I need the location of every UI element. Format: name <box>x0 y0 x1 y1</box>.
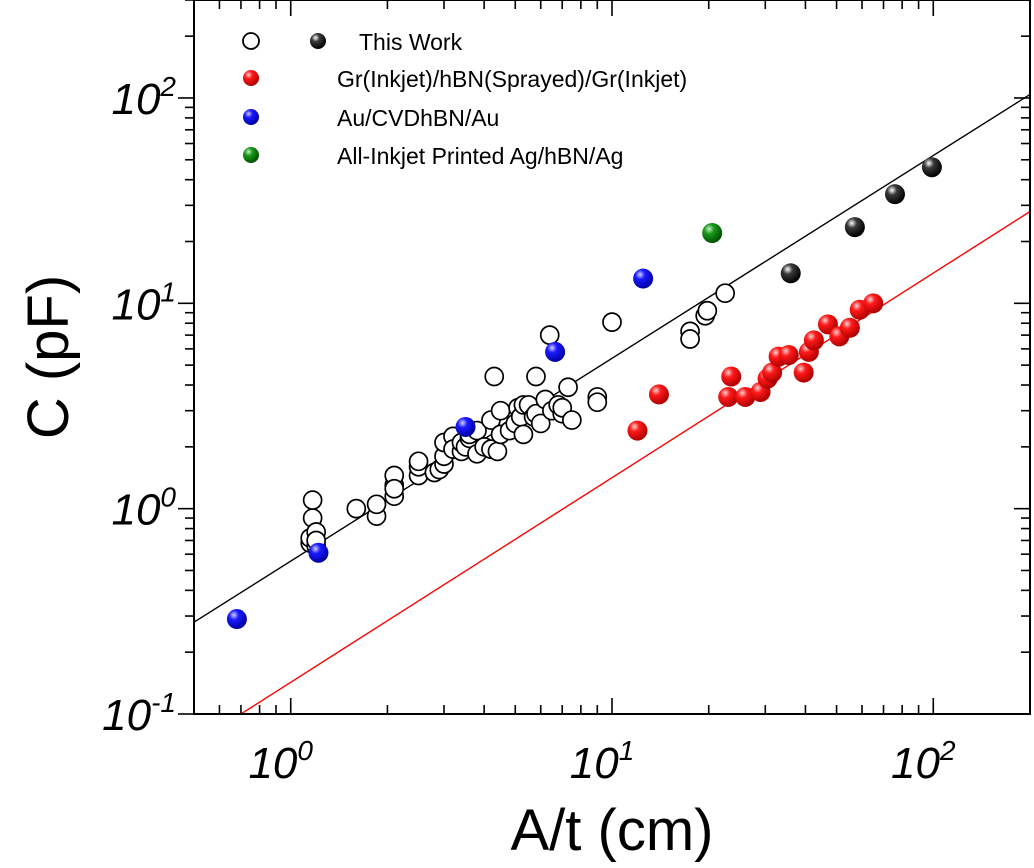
data-point-s1-3 <box>921 157 942 178</box>
data-point-s0-64 <box>715 283 736 304</box>
legend-label-this-work: This Work <box>359 29 463 55</box>
data-point-s2-17 <box>863 293 884 314</box>
data-point-s0-3 <box>302 490 323 511</box>
y-tick-label-0.1: 10-1 <box>102 687 176 740</box>
data-point-s2-0 <box>627 420 648 441</box>
fit-line-0 <box>194 93 1030 623</box>
data-point-s0-42 <box>513 424 534 445</box>
data-point-s3-0 <box>226 609 247 630</box>
tick-labels: 100 101 102 10-1 100 101 102 <box>102 71 956 788</box>
data-point-s0-50 <box>539 325 560 345</box>
legend-label-au-cvd: Au/CVDhBN/Au <box>337 105 499 131</box>
data-points <box>226 157 942 630</box>
x-axis-label: A/t (cm) <box>511 798 714 863</box>
plot-frame <box>193 0 1031 715</box>
data-point-s0-61 <box>680 329 700 349</box>
data-point-s2-3 <box>721 366 742 387</box>
data-point-s0-9 <box>366 494 387 515</box>
fit-lines <box>194 93 1030 714</box>
data-point-s0-16 <box>408 451 429 472</box>
x-tick-label-1: 100 <box>248 735 313 788</box>
data-point-s0-46 <box>526 366 546 387</box>
legend-marker-this-work-filled <box>310 33 326 49</box>
y-tick-label-100: 102 <box>111 71 176 124</box>
data-point-s0-59 <box>602 312 622 332</box>
data-point-s0-55 <box>558 377 578 398</box>
data-point-s0-56 <box>562 410 582 430</box>
legend-label-gr-inkjet: Gr(Inkjet)/hBN(Sprayed)/Gr(Inkjet) <box>337 66 687 92</box>
legend-marker-this-work-open <box>242 32 260 50</box>
legend: This Work Gr(Inkjet)/hBN(Sprayed)/Gr(Ink… <box>242 29 687 169</box>
data-point-s1-2 <box>884 184 905 205</box>
y-axis-label: C (pF) <box>16 275 81 439</box>
x-tick-label-10: 101 <box>570 735 635 788</box>
data-point-s2-10 <box>793 362 814 383</box>
data-point-s3-3 <box>545 341 566 362</box>
y-tick-label-1: 100 <box>111 482 176 535</box>
data-point-s0-48 <box>530 413 551 434</box>
data-point-s1-0 <box>780 263 801 284</box>
y-tick-label-10: 101 <box>111 276 176 329</box>
data-point-s3-2 <box>455 416 476 437</box>
data-point-s0-37 <box>490 400 511 421</box>
data-point-s0-7 <box>346 498 367 519</box>
data-point-s3-4 <box>633 268 654 289</box>
data-point-s2-15 <box>839 317 860 338</box>
data-point-s2-1 <box>648 384 669 405</box>
data-point-s0-13 <box>384 478 405 499</box>
data-point-s2-9 <box>778 345 799 366</box>
data-point-s3-1 <box>308 542 329 563</box>
legend-label-ag-inkjet: All-Inkjet Printed Ag/hBN/Ag <box>337 143 623 169</box>
data-point-s0-35 <box>487 441 508 462</box>
data-point-s0-34 <box>484 366 505 387</box>
data-point-s2-4 <box>735 386 756 407</box>
data-point-s1-1 <box>844 217 865 238</box>
data-point-s2-2 <box>718 386 739 407</box>
data-point-s4-0 <box>702 223 723 244</box>
legend-marker-ag-inkjet <box>243 147 259 163</box>
data-point-s2-7 <box>762 362 783 383</box>
legend-marker-au-cvd <box>243 109 259 125</box>
data-point-s0-63 <box>697 300 718 321</box>
axis-ticks <box>178 0 1031 715</box>
data-point-s2-12 <box>803 330 824 351</box>
fit-line-1 <box>240 210 1030 714</box>
x-tick-label-100: 102 <box>891 735 956 788</box>
legend-marker-gr-inkjet <box>243 70 259 86</box>
data-point-s0-58 <box>587 392 608 413</box>
